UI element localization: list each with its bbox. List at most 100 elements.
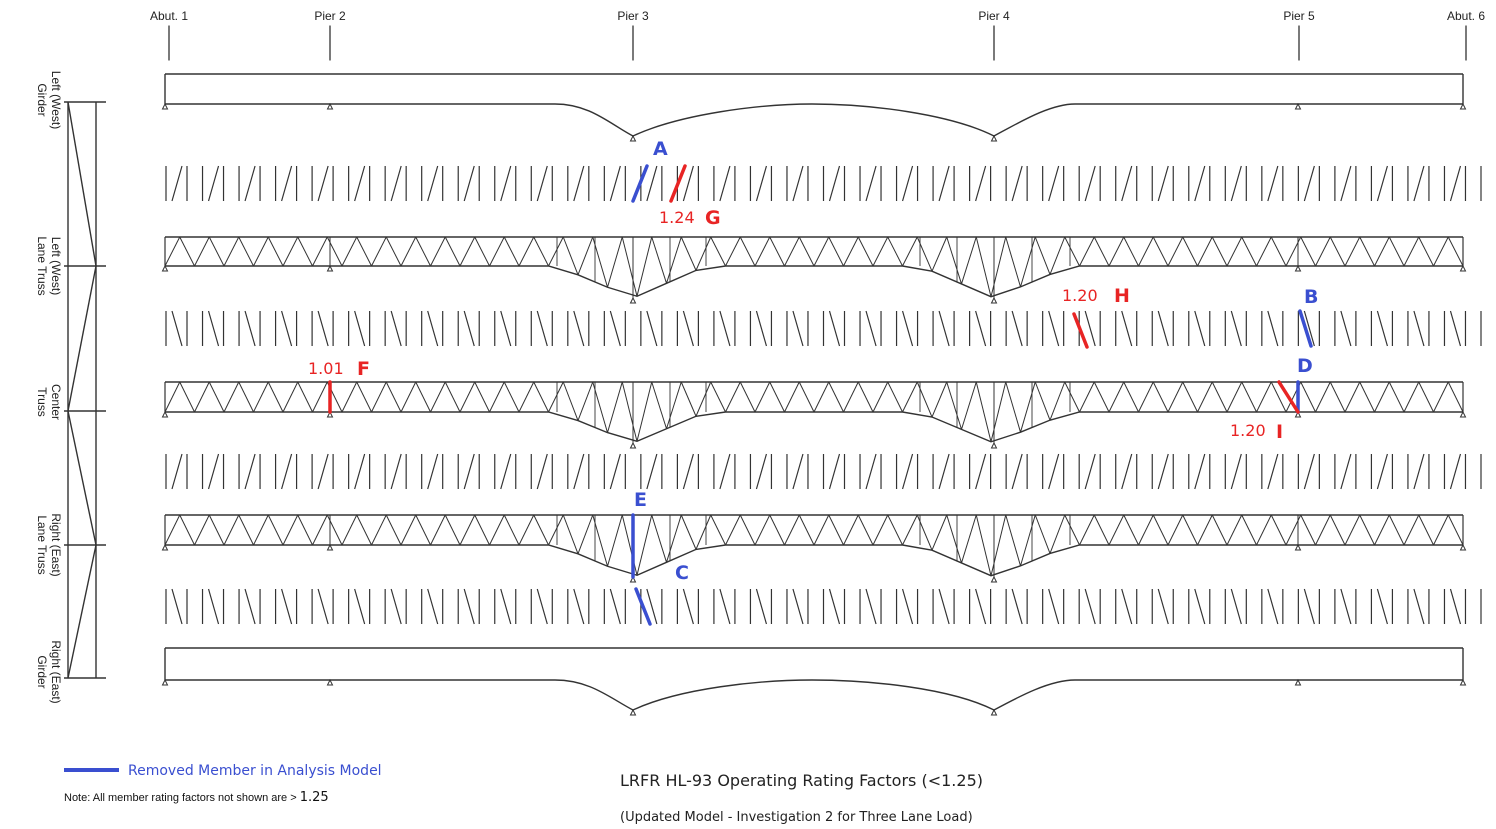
left-lane-truss-diagonal [518, 236, 535, 267]
left-lane-truss-bearing-6 [1459, 264, 1467, 272]
bracing-row-1-brace [828, 165, 841, 202]
bracing-row-2 [165, 310, 1482, 347]
left-lane-truss-diagonal [1005, 236, 1021, 287]
left-lane-truss-diagonal [1079, 236, 1095, 267]
left-lane-truss-diagonal [194, 236, 210, 267]
left-lane-truss-diagonal [533, 236, 549, 267]
bracing-row-4-brace [792, 588, 804, 625]
right-lane-truss-diagonal [577, 514, 594, 555]
bracing-row-2-brace [828, 310, 841, 347]
bracing-row-2-brace [865, 310, 877, 347]
bracing-row-3-brace [427, 453, 439, 490]
right-lane-truss-diagonal [1020, 514, 1036, 566]
center-truss-diagonal [725, 381, 741, 413]
bracing-row-4-brace [1449, 588, 1462, 625]
center-truss-diagonal [1211, 381, 1228, 413]
center-truss-diagonal [1064, 381, 1080, 413]
bracing-row-1-brace [463, 165, 475, 202]
right-lane-truss-diagonal [1108, 514, 1125, 546]
bracing-row-3-brace [281, 453, 293, 490]
bracing-row-1-brace [427, 165, 439, 202]
right-lane-truss-diagonal [1241, 514, 1257, 546]
bracing-row-3-brace [1084, 453, 1096, 490]
left-lane-truss-diagonal [1300, 236, 1316, 267]
left-lane-truss-diagonal [356, 236, 372, 267]
left-lane-truss-diagonal [474, 236, 490, 267]
right-lane-truss-diagonal [1433, 514, 1449, 546]
bracing-row-3-brace [1157, 453, 1169, 490]
bracing-row-2-brace [1194, 310, 1206, 347]
right-lane-truss-diagonal [1034, 514, 1051, 554]
bracing-row-3-brace [1048, 453, 1060, 490]
right-lane-truss-diagonal [666, 514, 682, 563]
left-lane-truss-diagonal [1167, 236, 1184, 267]
right-lane-truss-diagonal [444, 514, 461, 546]
bracing-row-3 [165, 453, 1482, 490]
bracing-row-1-brace [1157, 165, 1169, 202]
bracing-row-1-brace [1121, 165, 1133, 202]
support-ticks [168, 25, 1467, 61]
right-lane-truss-diagonal [518, 514, 535, 546]
bracing-row-3-brace [828, 453, 841, 490]
bracing-row-1-brace [500, 165, 512, 202]
bracing-row-1-brace [865, 165, 877, 202]
center-truss [161, 381, 1467, 449]
support-label-abut1: Abut. 1 [150, 9, 188, 23]
center-truss-diagonal [1182, 381, 1198, 413]
center-truss-diagonal [784, 381, 800, 413]
left-girder-bottom-flange [165, 103, 1463, 137]
left-lane-truss-diagonal [223, 236, 240, 267]
bracing-row-3-brace [1194, 453, 1206, 490]
removed-member-c [634, 587, 652, 626]
left-lane-truss-diagonal [1123, 236, 1139, 267]
left-lane-truss-diagonal [843, 236, 859, 267]
bracing-row-2-brace [1011, 310, 1023, 347]
center-truss-diagonal [636, 381, 653, 442]
left-lane-truss-diagonal [238, 236, 254, 267]
right-girder-bearing-1 [161, 678, 169, 686]
left-lane-truss-bearing-2 [326, 264, 334, 272]
right-lane-truss-diagonal [621, 514, 638, 576]
bracing-row-1-brace [1376, 165, 1388, 202]
center-truss-bearing-1 [161, 410, 169, 418]
bracing-row-4-brace [1121, 588, 1133, 625]
left-lane-truss-diagonal [754, 236, 771, 267]
right-lane-truss-diagonal [1270, 514, 1287, 546]
center-truss-diagonal [769, 381, 785, 413]
left-lane-truss-diagonal [695, 236, 712, 271]
bracing-row-2-brace [1376, 310, 1388, 347]
center-truss-diagonal [444, 381, 461, 413]
bracing-row-2-brace [646, 310, 658, 347]
right-lane-truss-diagonal [1123, 514, 1139, 546]
right-lane-truss-diagonal [253, 514, 269, 546]
row-label-right-lane-truss: Right (East) Lane Truss [35, 513, 63, 576]
center-truss-diagonal [1167, 381, 1184, 413]
bracing-row-4-brace [1340, 588, 1352, 625]
bracing-row-2-brace [1449, 310, 1462, 347]
right-girder-bearing-3 [629, 708, 637, 716]
removed-member-b [1298, 309, 1313, 348]
support-label-pier5: Pier 5 [1283, 9, 1315, 23]
left-lane-truss-diagonal [1418, 236, 1434, 267]
right-lane-truss-diagonal [326, 514, 343, 546]
left-lane-truss-diagonal [710, 236, 726, 267]
left-lane-truss-diagonal [208, 236, 225, 267]
bracing-row-2-brace [755, 310, 768, 347]
center-truss-diagonal [548, 381, 564, 413]
right-lane-truss-diagonal [179, 514, 195, 546]
rating-factor-g-value: 1.24 [659, 208, 695, 227]
center-truss-diagonal [680, 381, 697, 417]
member-letter-b: B [1304, 286, 1318, 308]
low-rating-member-h [1072, 312, 1089, 349]
bracing-row-3-brace [719, 453, 731, 490]
right-lane-truss-bearing-3 [629, 575, 637, 583]
center-truss-diagonal [1433, 381, 1449, 413]
bracing-row-1-brace [682, 165, 694, 202]
bracing-row-2-brace [171, 310, 183, 347]
left-lane-truss-diagonal [548, 236, 564, 267]
member-letter-d: D [1297, 355, 1313, 377]
left-lane-truss-diagonal [371, 236, 387, 267]
center-truss-diagonal [651, 381, 667, 429]
center-truss-diagonal [739, 381, 756, 413]
bracing-row-3-brace [171, 453, 183, 490]
